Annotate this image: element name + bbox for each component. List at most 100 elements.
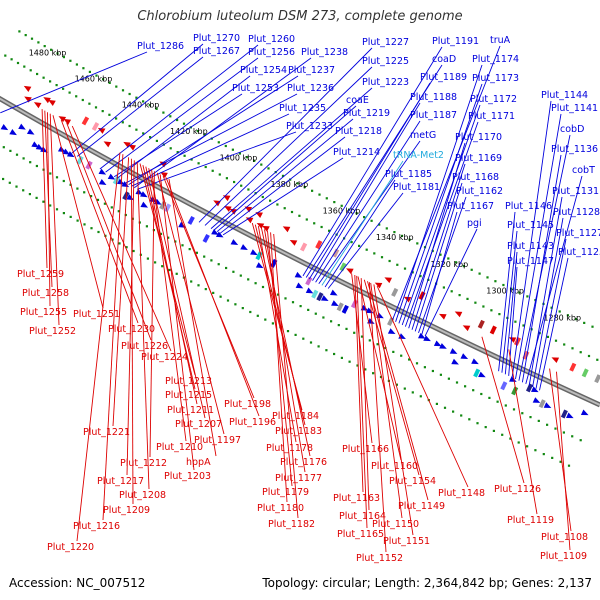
forward-leader-line bbox=[424, 228, 478, 337]
tick-dot bbox=[132, 249, 135, 253]
tick-dot bbox=[50, 48, 53, 51]
tick-dot bbox=[253, 159, 256, 162]
tick-dot bbox=[472, 389, 475, 392]
gene-arrow-forward bbox=[140, 191, 148, 198]
gene-arrow-forward bbox=[40, 146, 48, 153]
tick-dot bbox=[364, 368, 367, 371]
tick-dot bbox=[219, 295, 222, 298]
tick-dot bbox=[408, 358, 411, 361]
reverse-gene-label: Plut_1197 bbox=[194, 435, 241, 446]
forward-leader-line bbox=[391, 45, 501, 321]
tick-dot bbox=[9, 149, 12, 152]
gene-arrow-forward bbox=[473, 368, 481, 378]
tick-dot bbox=[176, 151, 179, 154]
tick-dot bbox=[226, 299, 230, 302]
forward-gene-label: Plut_1218 bbox=[335, 126, 382, 137]
tick-dot bbox=[234, 303, 237, 306]
reverse-gene-label: Plut_1182 bbox=[268, 519, 315, 530]
tick-dot bbox=[521, 412, 524, 415]
tick-dot bbox=[276, 203, 279, 206]
gene-arrow-forward bbox=[387, 328, 396, 335]
gene-arrow-reverse bbox=[508, 337, 517, 343]
forward-gene-label: tRNA-Met2 bbox=[393, 150, 444, 161]
gene-arrow-forward bbox=[140, 201, 149, 208]
tick-dot bbox=[571, 347, 574, 350]
tick-dot bbox=[470, 268, 473, 271]
reverse-leader-line bbox=[273, 233, 299, 519]
tick-dot bbox=[542, 453, 545, 456]
tick-dot bbox=[162, 111, 165, 114]
reverse-gene-label: Plut_1216 bbox=[73, 521, 120, 532]
tick-dot bbox=[298, 214, 301, 217]
gene-arrow-forward bbox=[538, 399, 546, 409]
tick-dot bbox=[325, 197, 328, 200]
tick-dot bbox=[8, 181, 11, 184]
forward-leader-line bbox=[113, 93, 243, 178]
tick-dot bbox=[42, 76, 45, 79]
gene-arrow-forward bbox=[112, 175, 121, 185]
gene-arrow-forward bbox=[311, 289, 319, 299]
gene-arrow-forward bbox=[250, 249, 258, 256]
tick-dot bbox=[110, 206, 113, 209]
gene-arrow-reverse bbox=[391, 287, 399, 297]
reverse-gene-label: Plut_1226 bbox=[121, 341, 168, 352]
forward-leader-line bbox=[77, 56, 204, 157]
forward-leader-line bbox=[501, 230, 518, 373]
forward-leader-line bbox=[528, 196, 563, 386]
tick-dot bbox=[501, 433, 504, 436]
reverse-gene-label: Plut_1152 bbox=[356, 553, 403, 564]
tick-dot bbox=[82, 67, 85, 70]
tick-dot bbox=[546, 423, 549, 426]
gene-arrow-forward bbox=[62, 148, 71, 155]
tick-dot bbox=[125, 246, 128, 249]
forward-leader-line bbox=[411, 163, 466, 330]
tick-dot bbox=[384, 346, 387, 350]
reverse-gene-label: Plut_1178 bbox=[266, 443, 313, 454]
forward-gene-label: Plut_1286 bbox=[137, 41, 184, 52]
tick-dot bbox=[447, 257, 450, 260]
forward-leader-line bbox=[99, 44, 259, 170]
tick-dot bbox=[452, 410, 455, 413]
tick-dot bbox=[88, 70, 91, 73]
reverse-leader-line bbox=[356, 275, 368, 529]
gene-arrow-reverse bbox=[224, 206, 232, 212]
tick-dot bbox=[81, 98, 84, 102]
accession-text: Accession: NC_007512 bbox=[9, 576, 146, 590]
tick-dot bbox=[509, 437, 512, 440]
tick-dot bbox=[15, 185, 18, 188]
tick-dot bbox=[419, 395, 422, 398]
tick-dot bbox=[579, 351, 582, 354]
gene-arrow-reverse bbox=[58, 116, 67, 123]
tick-dot bbox=[103, 202, 106, 205]
gene-arrow-forward bbox=[240, 244, 248, 250]
forward-leader-line bbox=[219, 136, 346, 234]
tick-dot bbox=[596, 358, 599, 361]
tick-dot bbox=[296, 182, 299, 185]
forward-leader-line bbox=[210, 87, 373, 229]
reverse-leader-line bbox=[149, 171, 155, 458]
reverse-leader-line bbox=[159, 174, 195, 471]
tick-dot bbox=[591, 325, 594, 328]
reverse-leader-line bbox=[357, 276, 402, 461]
reverse-gene-label: Plut_1217 bbox=[97, 476, 144, 487]
forward-gene-label: Plut_1187 bbox=[410, 110, 457, 121]
tick-dot bbox=[30, 37, 34, 40]
forward-gene-label: cobD bbox=[560, 124, 584, 135]
forward-gene-label: Plut_1256 bbox=[248, 47, 295, 58]
forward-gene-label: Plut_1185 bbox=[385, 169, 432, 180]
forward-gene-label: metG bbox=[410, 130, 436, 141]
tick-dot bbox=[155, 107, 158, 110]
reverse-leader-line bbox=[168, 179, 217, 457]
reverse-gene-label: Plut_1148 bbox=[438, 488, 485, 499]
tick-dot bbox=[148, 104, 151, 107]
tick-dot bbox=[276, 293, 280, 296]
tick-dot bbox=[212, 291, 215, 294]
tick-dot bbox=[154, 261, 157, 264]
gene-arrow-reverse bbox=[551, 357, 560, 364]
gene-arrow-reverse bbox=[123, 141, 131, 148]
forward-leader-line bbox=[321, 160, 404, 286]
tick-dot bbox=[211, 169, 214, 172]
forward-gene-label: Plut_1253 bbox=[232, 83, 279, 94]
tick-dot bbox=[392, 350, 395, 353]
tick-dot bbox=[128, 92, 131, 96]
